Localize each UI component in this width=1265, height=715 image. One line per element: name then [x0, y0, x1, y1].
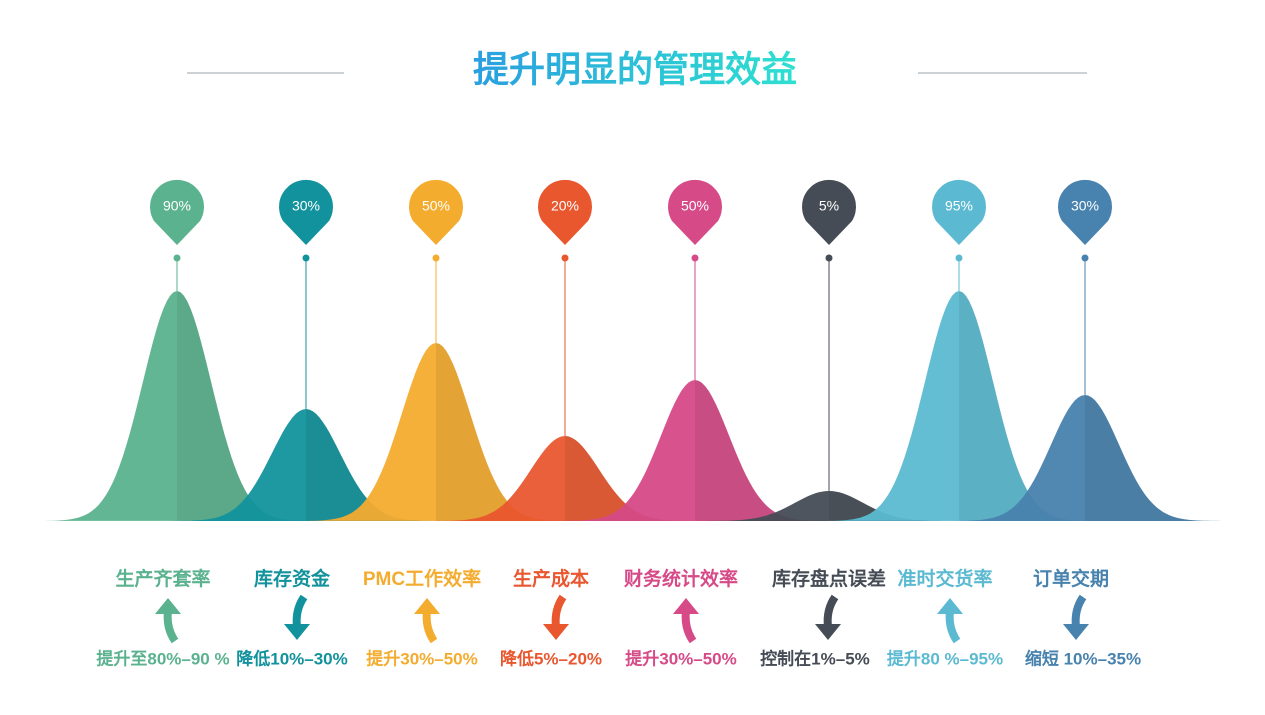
arrow	[673, 598, 699, 644]
desc: 提升至80%–90 %	[96, 649, 229, 668]
pin-dot	[825, 254, 833, 262]
arrow	[284, 594, 310, 640]
arrow-shaft	[163, 610, 179, 644]
arrow-shaft	[422, 610, 438, 644]
desc: 降低10%–30%	[236, 648, 348, 668]
desc: 提升30%–50%	[625, 649, 737, 668]
label: 准时交货率	[897, 567, 992, 590]
bell-curve	[300, 343, 572, 521]
pin	[538, 179, 592, 245]
arrow-shaft	[292, 594, 308, 628]
bell-shade	[436, 343, 572, 521]
desc: 缩短 10%–35%	[1025, 648, 1141, 668]
pin-text: 5%	[819, 198, 839, 214]
label: 生产齐套率	[115, 567, 210, 590]
bell-shade	[829, 491, 965, 521]
arrow	[937, 598, 963, 644]
bell-curve	[559, 380, 831, 521]
pin-text: 90%	[163, 198, 191, 214]
arrow-head	[815, 624, 841, 640]
label: 库存盘点误差	[772, 567, 886, 590]
label: 订单交期	[1033, 567, 1109, 590]
pin-text: 95%	[945, 198, 973, 214]
pin-dot	[955, 254, 963, 262]
label: PMC工作效率	[363, 567, 481, 590]
pin-text: 30%	[292, 198, 320, 214]
desc: 降低5%–20%	[500, 648, 602, 668]
bell-curve	[41, 291, 313, 521]
arrow	[543, 594, 569, 640]
label: 生产成本	[513, 567, 589, 590]
pin	[408, 179, 463, 245]
bell-shade	[306, 409, 442, 521]
bell-curve	[823, 291, 1095, 521]
pin	[931, 179, 987, 245]
pin	[1058, 179, 1112, 245]
pin-dot	[1081, 254, 1089, 262]
arrow-head	[284, 624, 310, 640]
arrow	[815, 594, 841, 640]
bell-curve	[949, 395, 1221, 521]
pin-dot	[302, 254, 310, 262]
pin-dot	[173, 254, 181, 262]
pin	[668, 179, 722, 245]
arrow-head	[414, 598, 440, 614]
pin	[279, 179, 333, 245]
pin-dot	[561, 254, 569, 262]
arrow-shaft	[945, 610, 961, 644]
arrow-head	[155, 598, 181, 614]
pin-text: 50%	[681, 198, 709, 214]
bell-shade	[1085, 395, 1221, 521]
pin	[150, 179, 204, 245]
arrow-head	[673, 598, 699, 614]
label: 财务统计效率	[624, 567, 738, 590]
arrow-shaft	[823, 594, 839, 628]
bell-shade	[177, 291, 313, 521]
arrow-shaft	[1071, 594, 1087, 628]
arrow	[155, 598, 181, 644]
pin-dot	[432, 254, 440, 262]
desc: 提升80 %–95%	[887, 649, 1003, 668]
arrow-head	[937, 598, 963, 614]
desc: 提升30%–50%	[366, 649, 478, 668]
desc: 控制在1%–5%	[760, 648, 870, 668]
arrow	[1063, 594, 1089, 640]
arrow	[414, 598, 440, 644]
bell-shade	[695, 380, 831, 521]
pin-dot	[691, 254, 699, 262]
title: 提升明显的管理效益	[473, 49, 797, 90]
pin-text: 30%	[1071, 198, 1099, 214]
bell-curve	[170, 409, 442, 521]
pin-text: 20%	[551, 198, 579, 214]
bell-shade	[565, 436, 701, 521]
pin-text: 50%	[422, 198, 450, 214]
arrow-head	[1063, 624, 1089, 640]
bell-curve	[693, 491, 965, 521]
pin	[802, 179, 856, 245]
label: 库存资金	[254, 567, 331, 590]
arrow-shaft	[681, 610, 697, 644]
arrow-head	[543, 624, 569, 640]
bell-curve	[429, 436, 701, 521]
curves	[41, 291, 1221, 521]
arrow-shaft	[551, 594, 567, 628]
bell-shade	[959, 291, 1095, 521]
